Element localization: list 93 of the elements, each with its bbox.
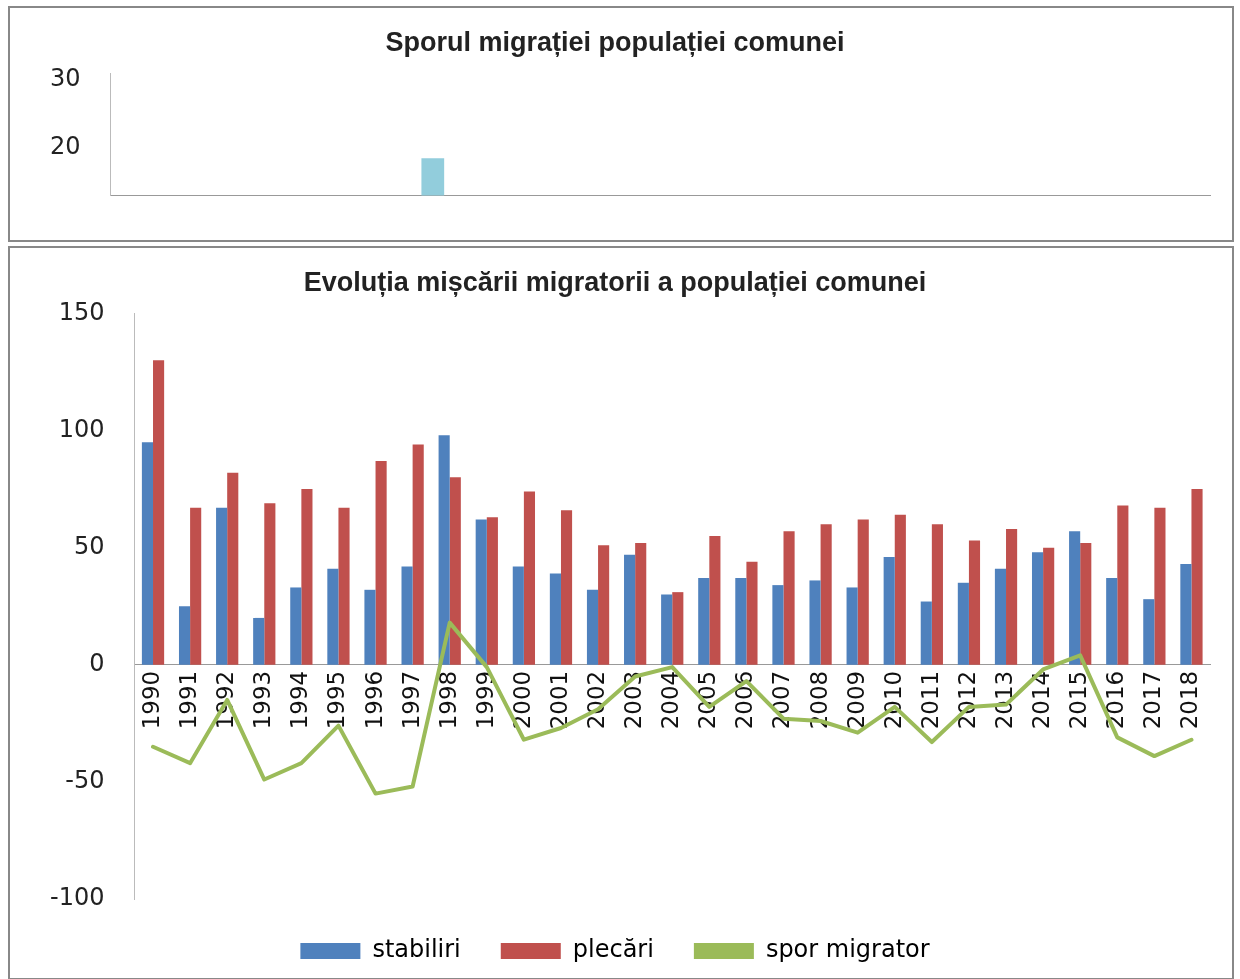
bar — [672, 592, 684, 665]
y-tick-label: 50 — [73, 531, 105, 560]
y-tick-label: -50 — [65, 766, 105, 795]
bar — [957, 582, 969, 665]
x-tick-label: 1993 — [249, 670, 276, 730]
bar — [141, 442, 154, 665]
x-tick-label: 1991 — [175, 670, 202, 730]
bar — [190, 507, 202, 665]
bar — [661, 594, 673, 665]
bar — [301, 489, 313, 665]
x-tick-label: 1997 — [397, 670, 424, 730]
bar — [549, 573, 561, 665]
bar — [772, 585, 784, 665]
bar — [1154, 507, 1166, 665]
x-tick-label: 2000 — [508, 670, 535, 730]
bar — [1043, 547, 1055, 665]
bar — [338, 507, 350, 665]
bar — [412, 444, 424, 665]
bar — [994, 568, 1007, 665]
bar — [375, 460, 387, 665]
bar — [820, 524, 832, 665]
bar — [401, 566, 413, 665]
bar — [475, 519, 487, 665]
bar — [783, 531, 795, 665]
x-tick-label: 2015 — [1065, 670, 1092, 730]
bar — [809, 580, 821, 665]
bar — [512, 566, 524, 665]
bar — [438, 435, 450, 665]
x-tick-label: 2004 — [657, 670, 684, 730]
bar — [857, 519, 869, 665]
x-tick-label: 2010 — [879, 670, 906, 730]
bar — [486, 517, 498, 665]
x-tick-label: 1994 — [286, 670, 313, 730]
bar — [586, 589, 599, 665]
y-tick-label: -100 — [50, 883, 105, 912]
y-tick-label: 150 — [58, 297, 105, 326]
legend-label: stabiliri — [372, 935, 461, 964]
bar — [227, 472, 239, 665]
bar — [698, 578, 710, 665]
chart-title: Evoluția mișcării migratorii a populației comunei — [303, 266, 927, 297]
bar — [1180, 564, 1192, 665]
bar — [598, 545, 610, 665]
bar — [635, 542, 647, 665]
bar — [1069, 531, 1081, 665]
bar — [894, 514, 906, 665]
bar — [449, 477, 461, 665]
legend-label: plecări — [572, 935, 654, 964]
bar — [153, 360, 165, 665]
x-tick-label: 2001 — [545, 670, 572, 730]
x-tick-label: 1998 — [434, 670, 461, 730]
bar — [931, 524, 943, 665]
bar — [253, 617, 265, 665]
bar — [1006, 528, 1018, 665]
bar — [1191, 489, 1203, 665]
bar — [846, 587, 858, 665]
bar — [1080, 542, 1092, 665]
x-tick-label: 2009 — [842, 670, 869, 730]
x-tick-label: 2018 — [1176, 670, 1203, 730]
bar — [1106, 578, 1118, 665]
bar — [216, 507, 228, 665]
bar — [1143, 599, 1155, 665]
bar — [920, 601, 932, 665]
y-tick-label: 20 — [49, 132, 81, 161]
bar — [523, 491, 536, 665]
bar — [624, 554, 636, 665]
bar — [709, 535, 721, 665]
x-tick-label: 1999 — [471, 670, 498, 730]
bar — [560, 510, 573, 665]
x-tick-label: 2011 — [916, 670, 943, 730]
bar — [746, 561, 758, 665]
bar — [968, 540, 981, 665]
x-tick-label: 2003 — [620, 670, 647, 730]
bar — [735, 578, 747, 665]
bar — [178, 606, 191, 665]
bar — [1117, 505, 1129, 665]
x-tick-label: 2014 — [1028, 670, 1055, 730]
x-tick-label: 1990 — [137, 670, 164, 730]
x-tick-label: 2017 — [1139, 670, 1166, 730]
x-tick-label: 2016 — [1102, 670, 1129, 730]
y-tick-label: 0 — [89, 648, 105, 677]
legend-label: spor migrator — [765, 935, 930, 964]
x-tick-label: 2012 — [953, 670, 980, 730]
chart-title: Sporul migrației populației comunei — [385, 26, 845, 57]
y-tick-label: 100 — [58, 414, 105, 443]
bar — [883, 557, 895, 665]
x-tick-label: 1996 — [360, 670, 387, 730]
bar — [1031, 552, 1044, 665]
bar — [364, 589, 376, 665]
bar — [327, 568, 339, 665]
bar — [290, 587, 302, 665]
bar — [264, 503, 276, 665]
x-tick-label: 1995 — [323, 670, 350, 730]
y-tick-label: 30 — [49, 64, 81, 93]
